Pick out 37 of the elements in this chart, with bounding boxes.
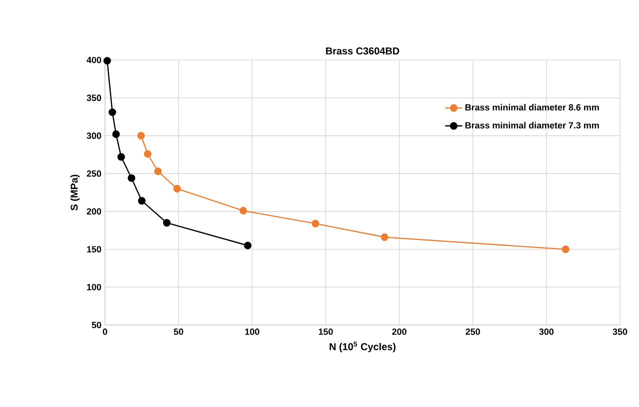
point	[562, 246, 570, 254]
y-tick-label: 300	[86, 132, 102, 139]
x-tick-label: 250	[466, 328, 480, 335]
y-tick-label: 200	[86, 208, 102, 215]
y-tick-label: 350	[86, 94, 102, 102]
x-tick-label: 300	[539, 328, 554, 335]
y-tick-label: 50	[92, 322, 102, 328]
point	[312, 220, 320, 228]
x-axis-title: N (10$^{5}$ Cycles)	[330, 342, 396, 352]
y-axis-title: S (MPa)	[70, 174, 80, 210]
point	[128, 174, 136, 182]
point	[108, 108, 116, 116]
point	[117, 153, 125, 161]
x-tick-label: 200	[392, 328, 406, 335]
y-tick-label: 250	[86, 170, 102, 177]
point	[138, 197, 146, 205]
point	[112, 130, 120, 138]
x-tick-label: 0	[102, 328, 108, 335]
x-tick-label: 50	[174, 328, 184, 335]
chart-title: Brass C3604BD	[326, 47, 400, 54]
x-tick-label: 350	[612, 328, 628, 335]
y-tick-label: 400	[86, 56, 102, 64]
point	[103, 56, 111, 65]
point	[163, 219, 171, 227]
point	[240, 206, 248, 214]
y-tick-label: 150	[87, 246, 102, 252]
point	[154, 168, 162, 176]
point	[380, 233, 388, 241]
legend-label: Brass minimal diameter 7.3 mm	[465, 122, 599, 128]
y-tick-label: 100	[87, 284, 102, 290]
point	[137, 132, 145, 140]
point	[244, 242, 252, 250]
point	[173, 184, 181, 192]
point	[144, 150, 152, 158]
legend-label: Brass minimal diameter 8.6 mm	[465, 104, 599, 111]
x-tick-label: 150	[318, 328, 333, 335]
x-tick-label: 100	[245, 328, 260, 335]
